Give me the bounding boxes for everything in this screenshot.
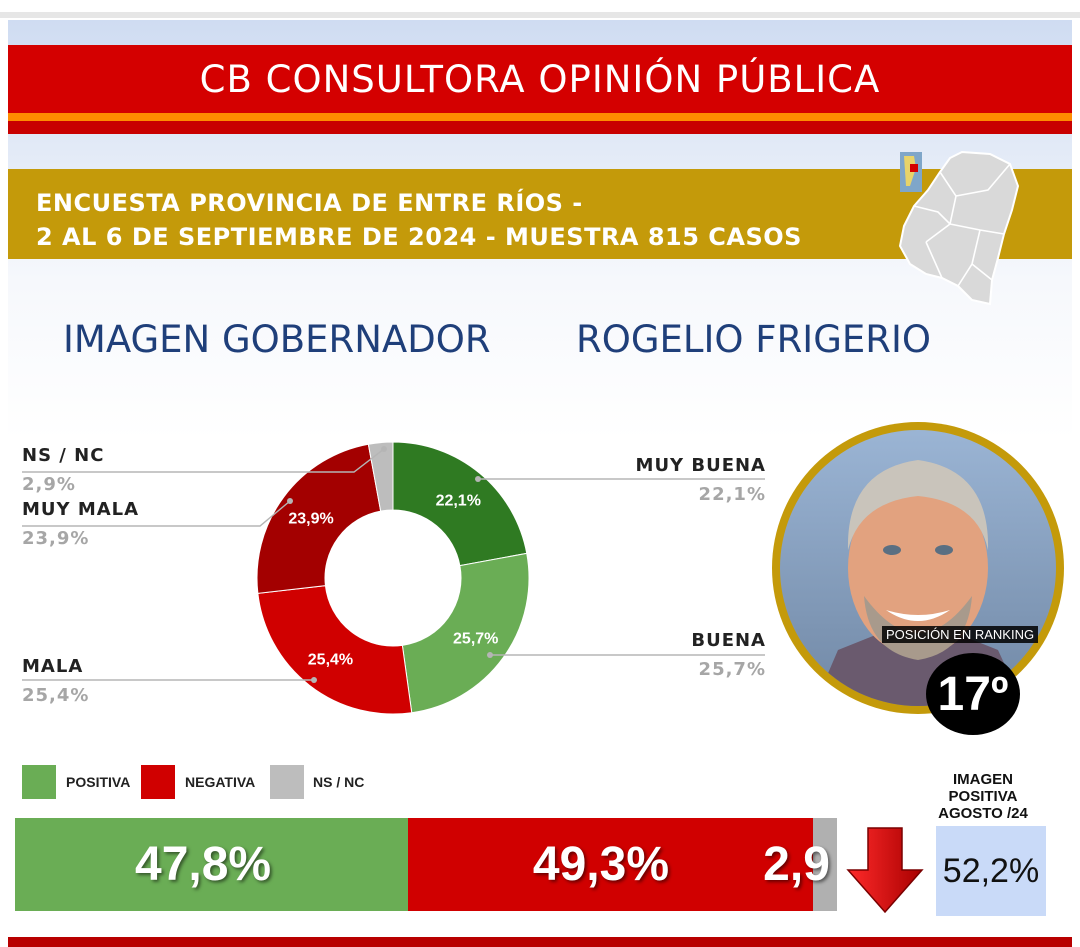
legend-value-mala: 25,4% (22, 685, 90, 706)
donut-slice-buena (401, 552, 530, 714)
ranking-label: POSICIÓN EN RANKING (882, 626, 1039, 643)
page-title: CB CONSULTORA OPINIÓN PÚBLICA (199, 58, 881, 101)
donut-slice-muy-buena (392, 441, 528, 567)
legend-text-negativa: NEGATIVA (185, 774, 256, 790)
donut-data-label: 23,9% (288, 510, 333, 527)
leader-line (22, 448, 385, 473)
legend-value-buena: 25,7% (698, 659, 766, 680)
donut-slice-ns-nc (367, 441, 394, 512)
leader-dot (487, 652, 493, 658)
bottom-stripe (8, 937, 1072, 947)
donut-data-label: 25,4% (308, 652, 353, 669)
donut-slice-mala (257, 585, 413, 715)
governor-portrait (772, 422, 1064, 714)
bar-segment-nsnc-label: 2,9 (763, 838, 830, 891)
survey-line-2: 2 AL 6 DE SEPTIEMBRE DE 2024 - MUESTRA 8… (36, 223, 802, 251)
leader-line (22, 500, 291, 527)
leader-dot (381, 446, 387, 452)
heading-right: ROGELIO FRIGERIO (576, 318, 931, 361)
legend-label-muy-mala: MUY MALA (22, 499, 140, 520)
donut-data-label: 25,7% (453, 631, 498, 648)
legend-swatch-nsnc (270, 765, 304, 799)
leader-dot (475, 476, 481, 482)
bar-segment-negativa-label: 49,3% (532, 838, 670, 891)
down-arrow-icon (846, 827, 924, 914)
bar-segment-nsnc (813, 818, 837, 911)
bar-segment-positiva-label: 47,8% (135, 838, 272, 891)
leader-dot (287, 498, 293, 504)
legend-value-nsnc: 2,9% (22, 474, 76, 495)
legend-text-nsnc: NS / NC (313, 774, 365, 790)
entre-rios-map-icon (898, 150, 1020, 306)
orange-stripe (8, 113, 1072, 121)
legend-label-muy-buena: MUY BUENA (635, 455, 766, 476)
legend-value-muy-mala: 23,9% (22, 528, 90, 549)
image-donut-chart: 22,1% 25,7% 25,4% 23,9% (22, 441, 765, 715)
title-bar: CB CONSULTORA OPINIÓN PÚBLICA (8, 45, 1072, 113)
donut-data-label: 22,1% (436, 493, 481, 510)
survey-banner: ENCUESTA PROVINCIA DE ENTRE RÍOS - 2 AL … (8, 169, 1072, 259)
legend-label-mala: MALA (22, 656, 84, 677)
previous-image-label: IMAGEN POSITIVA AGOSTO /24 (938, 771, 1028, 822)
red-stripe (8, 121, 1072, 134)
leader-dot (311, 677, 317, 683)
legend-label-nsnc: NS / NC (22, 445, 105, 466)
ranking-badge: 17º (926, 653, 1020, 735)
legend-swatch-positiva (22, 765, 56, 799)
legend-text-positiva: POSITIVA (66, 774, 131, 790)
survey-line-1: ENCUESTA PROVINCIA DE ENTRE RÍOS - (36, 189, 583, 217)
previous-image-value: 52,2% (936, 826, 1046, 916)
legend-value-muy-buena: 22,1% (698, 484, 766, 505)
bar-segment-positiva (15, 818, 408, 911)
bar-segment-negativa (407, 818, 814, 911)
heading-left: IMAGEN GOBERNADOR (63, 318, 491, 361)
legend-label-buena: BUENA (691, 630, 766, 651)
legend-swatch-negativa (141, 765, 175, 799)
top-strip (0, 0, 1080, 18)
donut-slice-muy-mala (256, 443, 382, 594)
